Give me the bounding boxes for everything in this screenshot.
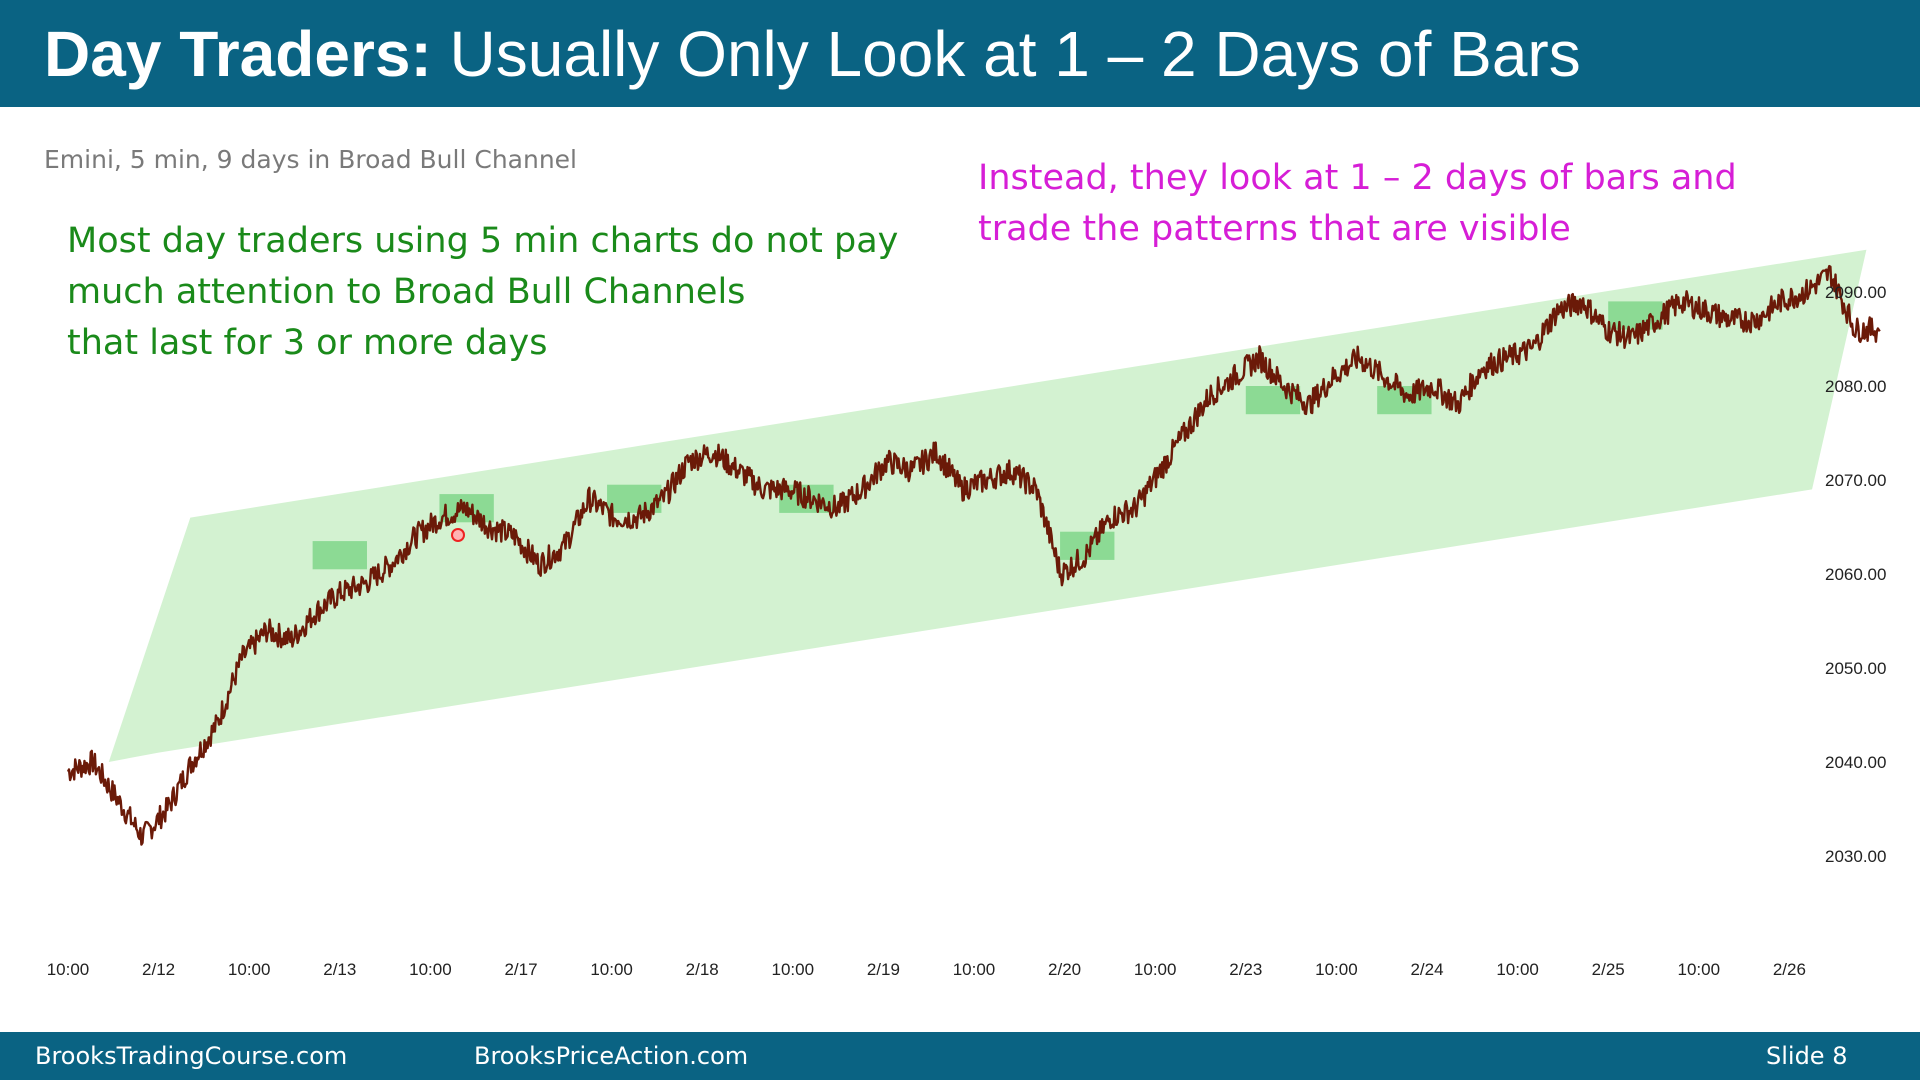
- cursor-marker: [451, 528, 465, 542]
- x-tick-label: 2/23: [1229, 960, 1262, 979]
- bull-channel: [108, 249, 1867, 762]
- pattern-highlight-box: [312, 541, 367, 570]
- x-tick-label: 2/25: [1592, 960, 1625, 979]
- x-tick-label: 2/13: [323, 960, 356, 979]
- x-tick-label: 10:00: [228, 960, 271, 979]
- x-tick-label: 10:00: [953, 960, 996, 979]
- slide-header: Day Traders: Usually Only Look at 1 – 2 …: [0, 0, 1920, 107]
- y-tick-label: 2090.00: [1825, 283, 1886, 302]
- slide-title: Day Traders: Usually Only Look at 1 – 2 …: [44, 14, 1581, 94]
- x-tick-label: 2/20: [1048, 960, 1081, 979]
- x-tick-label: 10:00: [590, 960, 633, 979]
- slide-number: Slide 8: [1766, 1042, 1848, 1070]
- magenta-note-line: trade the patterns that are visible: [978, 209, 1571, 249]
- green-note-line: much attention to Broad Bull Channels: [67, 272, 746, 312]
- y-tick-label: 2060.00: [1825, 565, 1886, 584]
- magenta-note-line: Instead, they look at 1 – 2 days of bars…: [978, 158, 1737, 198]
- x-tick-label: 10:00: [1134, 960, 1177, 979]
- x-tick-label: 2/17: [504, 960, 537, 979]
- x-tick-label: 10:00: [772, 960, 815, 979]
- chart-subtitle: Emini, 5 min, 9 days in Broad Bull Chann…: [44, 145, 577, 174]
- green-note-line: Most day traders using 5 min charts do n…: [67, 221, 899, 261]
- x-tick-label: 2/12: [142, 960, 175, 979]
- slide-footer: BrooksTradingCourse.com BrooksPriceActio…: [0, 1032, 1920, 1080]
- green-note: Most day traders using 5 min charts do n…: [67, 216, 898, 369]
- magenta-note: Instead, they look at 1 – 2 days of bars…: [978, 153, 1737, 255]
- y-tick-label: 2070.00: [1825, 471, 1886, 490]
- x-tick-label: 10:00: [1496, 960, 1539, 979]
- price-series-line: [66, 264, 1881, 846]
- x-tick-label: 10:00: [1315, 960, 1358, 979]
- footer-site-link[interactable]: BrooksPriceAction.com: [474, 1042, 749, 1070]
- price-chart: 2030.00 2040.00 2050.00 2060.00 2070.00 2080.…: [47, 249, 1886, 979]
- slide-title-rest: Usually Only Look at 1 – 2 Days of Bars: [431, 18, 1581, 90]
- x-tick-label: 2/24: [1410, 960, 1443, 979]
- x-tick-label: 2/19: [867, 960, 900, 979]
- x-tick-label: 2/26: [1773, 960, 1806, 979]
- x-tick-label: 2/18: [686, 960, 719, 979]
- footer-course-link[interactable]: BrooksTradingCourse.com: [35, 1042, 348, 1070]
- y-tick-label: 2040.00: [1825, 753, 1886, 772]
- slide-title-bold: Day Traders:: [44, 18, 432, 90]
- x-tick-label: 10:00: [1678, 960, 1721, 979]
- x-tick-label: 10:00: [409, 960, 452, 979]
- y-tick-label: 2030.00: [1825, 847, 1886, 866]
- y-tick-label: 2050.00: [1825, 659, 1886, 678]
- y-tick-label: 2080.00: [1825, 377, 1886, 396]
- x-tick-label: 10:00: [47, 960, 90, 979]
- green-note-line: that last for 3 or more days: [67, 323, 548, 363]
